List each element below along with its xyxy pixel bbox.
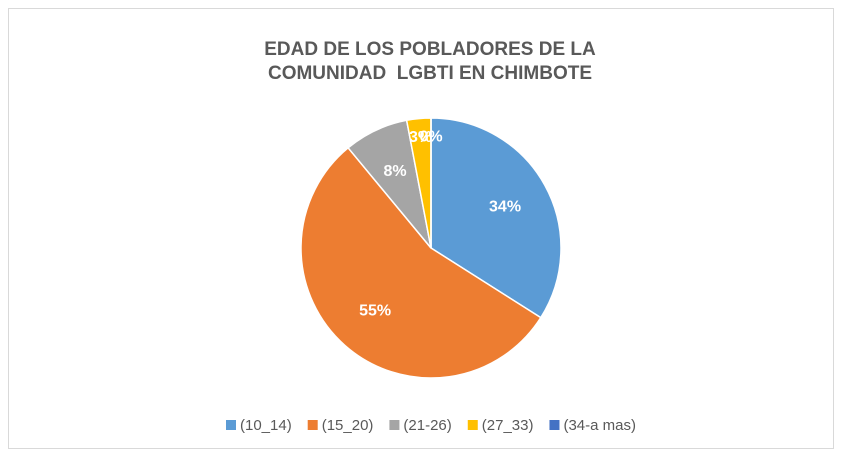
legend-label: (27_33) [482,417,534,434]
legend-swatch [226,420,236,430]
legend-swatch [307,420,318,430]
chart-title: EDAD DE LOS POBLADORES DE LA COMUNIDAD L… [264,39,602,84]
legend-swatch [467,420,478,430]
chart-frame [8,8,834,449]
legend-label: (10_14) [240,417,292,434]
data-label: 55% [359,303,391,320]
legend-swatch [389,420,400,430]
data-label: 0% [419,129,442,146]
pie-slice [300,146,542,379]
legend-label: (15_20) [322,417,374,434]
data-label: 8% [383,163,406,180]
legend-label: (34-a mas) [563,417,636,434]
data-label: 3% [409,129,432,146]
data-label: 34% [489,199,521,216]
legend-swatch [549,420,560,430]
legend-label: (21-26) [403,417,451,434]
